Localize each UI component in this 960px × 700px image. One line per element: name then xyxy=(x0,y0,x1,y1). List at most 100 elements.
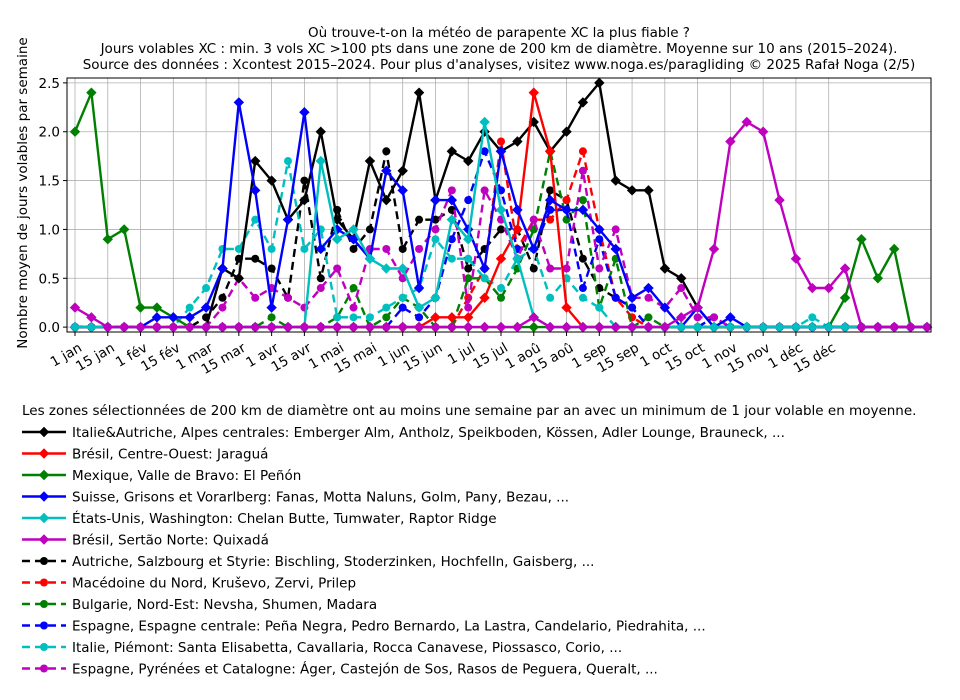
data-point xyxy=(135,321,146,333)
data-point xyxy=(300,244,309,253)
data-point xyxy=(480,186,489,195)
legend-entry-4: Suisse, Grisons et Vorarlberg: Fanas, Mo… xyxy=(22,490,569,506)
data-point xyxy=(315,321,326,333)
legend-label: Espagne, Espagne centrale: Peña Negra, P… xyxy=(72,619,706,635)
data-point xyxy=(676,312,687,323)
data-point xyxy=(86,87,97,98)
data-point xyxy=(413,321,425,333)
series-layer xyxy=(69,77,933,333)
legend-marker xyxy=(38,448,50,459)
legend-entry-1: Italie&Autriche, Alpes centrales: Emberg… xyxy=(22,425,785,441)
legend-label: Suisse, Grisons et Vorarlberg: Fanas, Mo… xyxy=(72,490,569,506)
data-point xyxy=(693,313,702,322)
data-point xyxy=(643,282,654,294)
data-point xyxy=(512,224,523,235)
legend-entry-3: Mexique, Valle de Bravo: El Peñón xyxy=(22,468,301,484)
data-point xyxy=(676,273,687,284)
data-point xyxy=(365,313,374,322)
data-point xyxy=(250,155,261,167)
data-point xyxy=(676,321,687,333)
y-tick-label: 2.0 xyxy=(39,125,60,141)
data-point xyxy=(447,235,456,244)
data-point xyxy=(807,321,818,333)
data-point xyxy=(381,194,392,206)
data-point xyxy=(479,321,490,333)
data-point xyxy=(299,106,310,118)
data-point xyxy=(594,77,605,89)
data-point xyxy=(710,313,718,322)
data-point xyxy=(415,244,424,253)
legend-entry-6: Brésil, Sertão Norte: Quixadá xyxy=(22,533,269,549)
data-point xyxy=(415,313,424,322)
data-point xyxy=(430,292,441,304)
data-point xyxy=(315,243,326,255)
data-point xyxy=(495,204,507,216)
y-axis: 0.0 0.5 1.0 1.5 2.0 2.5 xyxy=(39,76,67,336)
data-point xyxy=(233,97,245,108)
data-point xyxy=(889,243,900,255)
data-point xyxy=(267,313,276,322)
data-point xyxy=(266,175,277,186)
data-point xyxy=(86,312,97,323)
y-tick-label: 1.5 xyxy=(39,174,60,190)
data-point xyxy=(430,321,441,333)
data-point xyxy=(528,116,539,128)
data-point xyxy=(200,321,212,333)
legend-label: Italie, Piémont: Santa Elisabetta, Caval… xyxy=(72,640,622,656)
data-point xyxy=(102,321,113,333)
data-point xyxy=(626,292,638,304)
data-point xyxy=(69,302,81,313)
data-point xyxy=(544,321,556,333)
data-point xyxy=(644,313,653,322)
data-point xyxy=(431,235,440,244)
data-point xyxy=(184,321,195,333)
legend-marker xyxy=(40,557,48,565)
data-point xyxy=(447,254,456,263)
data-point xyxy=(413,87,425,98)
data-point xyxy=(626,321,638,333)
data-point xyxy=(611,225,620,234)
data-point xyxy=(463,321,474,333)
data-point xyxy=(546,264,555,273)
data-point xyxy=(397,321,408,333)
data-point xyxy=(872,273,884,284)
data-point xyxy=(365,225,374,234)
data-point xyxy=(364,253,376,264)
legend-entry-7: Autriche, Salzbourg et Styrie: Bischling… xyxy=(22,554,594,570)
data-point xyxy=(512,204,523,216)
data-point xyxy=(415,215,424,224)
data-point xyxy=(659,321,671,333)
data-point xyxy=(823,282,834,294)
data-point xyxy=(397,165,408,177)
data-point xyxy=(659,263,671,274)
legend-entry-12: Espagne, Pyrénées et Catalogne: Áger, Ca… xyxy=(22,661,658,678)
legend-entry-5: États-Unis, Washington: Chelan Butte, Tu… xyxy=(22,510,497,527)
legend-label: Brésil, Centre-Ouest: Jaraguá xyxy=(72,447,268,463)
data-point xyxy=(218,303,227,312)
data-point xyxy=(397,185,408,196)
data-point xyxy=(233,273,245,284)
legend-label: Mexique, Valle de Bravo: El Peñón xyxy=(72,468,301,484)
data-point xyxy=(348,224,359,235)
data-point xyxy=(562,196,571,205)
data-point xyxy=(512,253,523,264)
data-point xyxy=(790,253,802,264)
data-point xyxy=(774,321,785,333)
data-point xyxy=(69,126,81,137)
data-point xyxy=(266,302,277,313)
data-point xyxy=(561,204,572,216)
legend-marker xyxy=(38,469,50,481)
legend-marker xyxy=(38,512,50,524)
data-point xyxy=(644,293,653,302)
y-tick-label: 1.0 xyxy=(39,222,60,238)
data-point xyxy=(184,312,195,323)
data-point xyxy=(446,194,458,206)
data-point xyxy=(299,194,310,206)
data-point xyxy=(86,321,97,333)
data-point xyxy=(595,264,604,273)
data-point xyxy=(151,312,163,323)
data-point xyxy=(643,185,654,196)
title-line-3: Source des données : Xcontest 2015–2024.… xyxy=(83,57,916,73)
data-point xyxy=(217,321,228,333)
data-point xyxy=(725,321,736,333)
